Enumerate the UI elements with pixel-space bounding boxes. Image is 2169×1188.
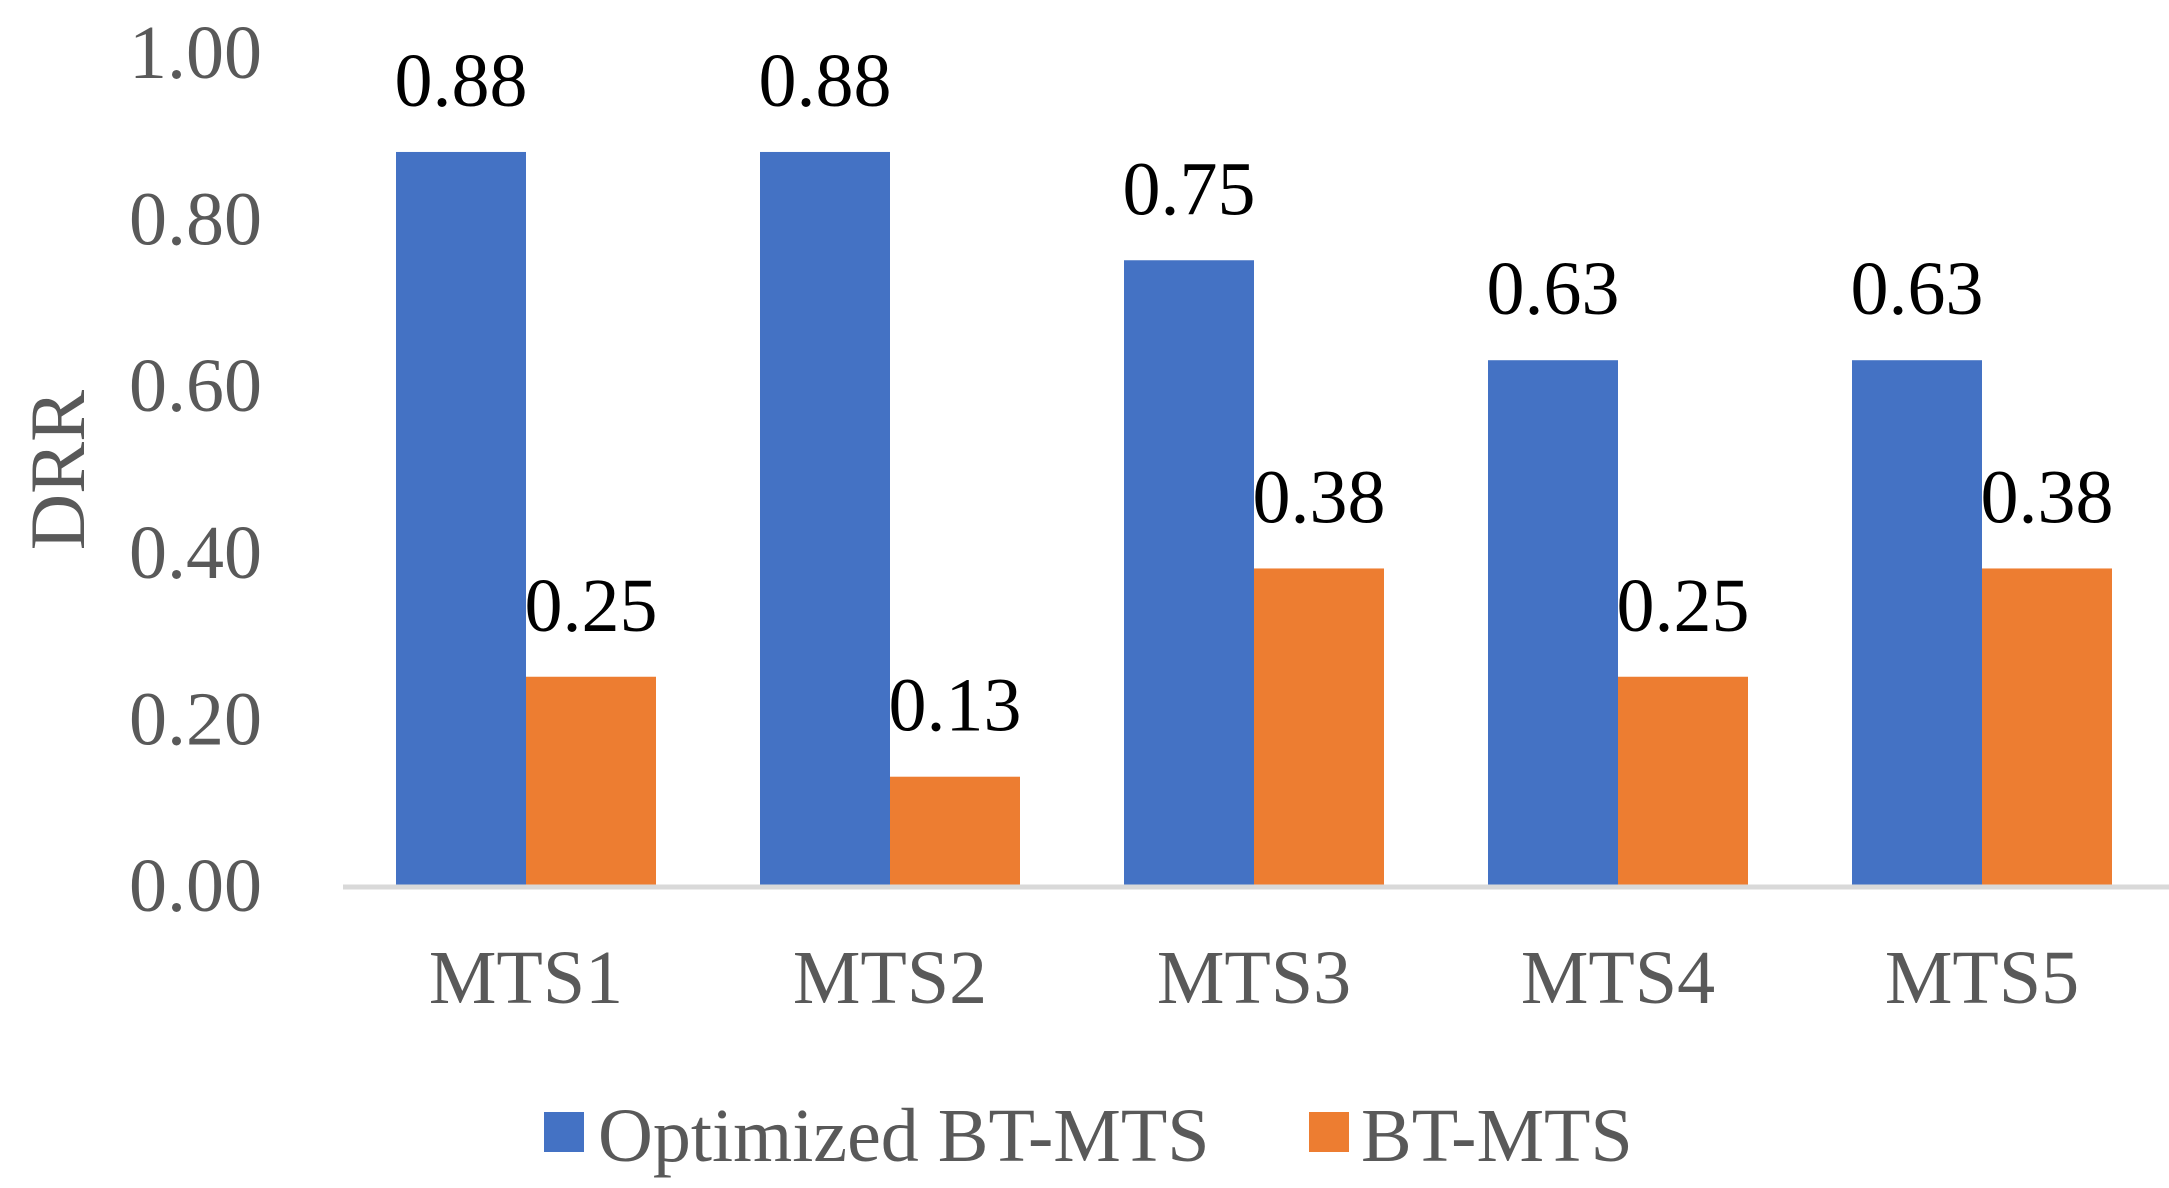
data-label: 0.25 xyxy=(525,564,658,648)
data-labels: 0.88 0.25 0.88 0.13 0.75 0.38 0.63 0.25 0.63 0.38 xyxy=(395,39,2114,748)
bar-optimized-bt-mts-mts5 xyxy=(1852,360,1982,886)
x-category-label: MTS4 xyxy=(1521,936,1715,1020)
bar-bt-mts-mts3 xyxy=(1254,568,1384,885)
y-tick-label: 0.20 xyxy=(129,677,262,761)
bar-optimized-bt-mts-mts4 xyxy=(1488,360,1618,886)
data-label: 0.88 xyxy=(395,39,528,123)
legend-label: Optimized BT-MTS xyxy=(598,1094,1210,1178)
data-label: 0.63 xyxy=(1487,247,1620,331)
x-category-label: MTS5 xyxy=(1885,936,2079,1020)
data-label: 0.63 xyxy=(1851,247,1984,331)
y-tick-label: 1.00 xyxy=(129,11,262,95)
legend-swatch xyxy=(1309,1112,1349,1152)
data-label: 0.25 xyxy=(1617,564,1750,648)
bar-bt-mts-mts4 xyxy=(1618,676,1748,885)
legend-label: BT-MTS xyxy=(1361,1094,1633,1178)
x-category-label: MTS3 xyxy=(1157,936,1351,1020)
y-tick-label: 0.80 xyxy=(129,178,262,262)
y-tick-label: 0.00 xyxy=(129,844,262,928)
y-axis-ticks: 0.00 0.20 0.40 0.60 0.80 1.00 xyxy=(129,11,262,928)
y-tick-label: 0.60 xyxy=(129,344,262,428)
data-label: 0.38 xyxy=(1981,455,2114,539)
bars xyxy=(396,151,2112,886)
y-axis-title-group: DRR xyxy=(14,390,101,550)
bar-optimized-bt-mts-mts1 xyxy=(396,151,526,885)
bar-optimized-bt-mts-mts2 xyxy=(760,151,890,885)
category-labels: MTS1 MTS2 MTS3 MTS4 MTS5 xyxy=(429,936,2079,1020)
data-label: 0.75 xyxy=(1123,147,1256,231)
bar-bt-mts-mts2 xyxy=(890,776,1020,885)
bar-bt-mts-mts5 xyxy=(1982,568,2112,885)
x-category-label: MTS2 xyxy=(793,936,987,1020)
y-tick-label: 0.40 xyxy=(129,511,262,595)
legend: Optimized BT-MTS BT-MTS xyxy=(544,1094,1633,1178)
y-axis-title: DRR xyxy=(14,390,101,550)
data-label: 0.38 xyxy=(1253,455,1386,539)
x-category-label: MTS1 xyxy=(429,936,623,1020)
data-label: 0.88 xyxy=(759,39,892,123)
data-label: 0.13 xyxy=(889,664,1022,748)
legend-swatch xyxy=(544,1112,584,1152)
bar-optimized-bt-mts-mts3 xyxy=(1124,260,1254,885)
bar-bt-mts-mts1 xyxy=(526,676,656,885)
